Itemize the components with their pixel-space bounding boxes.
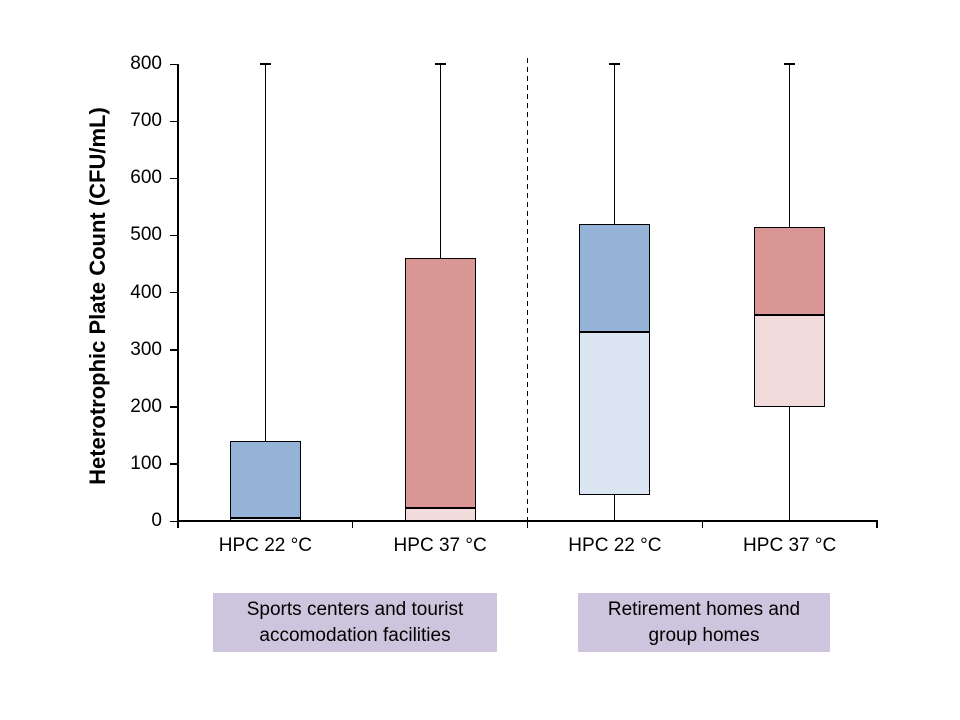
y-tick [170, 292, 177, 294]
box-upper-segment [754, 226, 826, 316]
x-category-label: HPC 22 °C [218, 535, 312, 556]
y-tick [170, 520, 177, 522]
y-tick [170, 63, 177, 65]
x-category-label: HPC 37 °C [743, 535, 837, 556]
y-tick-label: 300 [130, 338, 162, 360]
group-label-sports-line2: accomodation facilities [259, 624, 451, 646]
group-label-retirement-line2: group homes [648, 624, 760, 646]
x-category-label: HPC 37 °C [393, 535, 487, 556]
x-tick [876, 521, 878, 528]
y-tick-label: 500 [130, 224, 162, 246]
whisker-high [614, 64, 616, 224]
y-tick-label: 0 [151, 510, 162, 531]
whisker-high [264, 64, 266, 442]
whisker-high [789, 64, 791, 227]
box-upper-segment [404, 258, 476, 509]
whisker-cap [259, 63, 271, 65]
whisker-cap [784, 63, 796, 65]
box-lower-segment [579, 332, 651, 496]
y-tick-label: 100 [130, 452, 162, 474]
y-tick [170, 234, 177, 237]
y-tick-label: 200 [130, 395, 162, 417]
y-tick [170, 349, 177, 351]
x-tick [526, 521, 529, 528]
y-tick [170, 406, 177, 408]
x-tick [701, 521, 703, 528]
whisker-cap [434, 63, 446, 65]
group-label-retirement: Retirement homes and group homes [578, 593, 830, 652]
whisker-high [439, 64, 441, 259]
y-tick-label: 800 [130, 53, 162, 74]
x-tick [177, 521, 179, 528]
y-tick [170, 463, 177, 465]
group-label-retirement-line1: Retirement homes and [607, 598, 801, 620]
box-lower-segment [754, 315, 826, 407]
x-category-label: HPC 22 °C [568, 535, 662, 556]
y-tick [170, 120, 177, 123]
y-axis-line [177, 64, 179, 522]
x-tick [352, 521, 354, 528]
y-tick-label: 400 [130, 281, 162, 303]
box-upper-segment [229, 441, 301, 519]
group-separator-dashed-line [527, 58, 528, 521]
group-label-sports: Sports centers and tourist accomodation … [213, 593, 497, 652]
group-label-sports-line1: Sports centers and tourist [246, 598, 464, 620]
whisker-low [789, 406, 791, 521]
y-tick-label: 700 [130, 110, 162, 132]
box-upper-segment [579, 223, 651, 333]
y-tick-label: 600 [130, 167, 162, 189]
whisker-cap [609, 63, 621, 65]
y-tick [170, 177, 177, 180]
whisker-low [614, 495, 616, 521]
